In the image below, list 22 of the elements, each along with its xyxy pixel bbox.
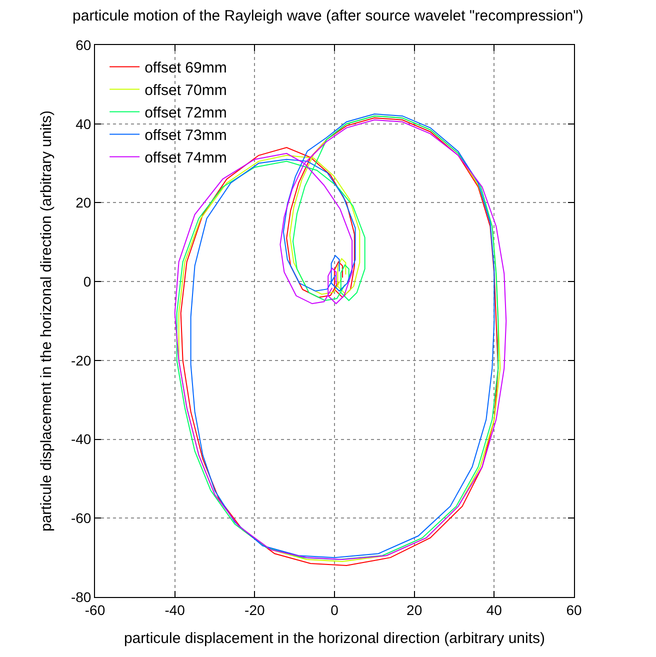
y-tick-label: -80 (70, 588, 92, 605)
x-tick-label: 0 (330, 602, 339, 618)
y-tick-label: 40 (76, 116, 92, 132)
x-axis-title: particule displacement in the horizonal direction (arbitrary units) (124, 630, 546, 647)
y-tick-label: -60 (70, 510, 92, 526)
x-tick-label: 40 (486, 602, 502, 618)
y-tick-label: -40 (70, 431, 92, 448)
legend-label: offset 73mm (144, 127, 227, 144)
y-tick-label: 60 (76, 36, 92, 53)
legend-label: offset 69mm (144, 60, 227, 77)
y-tick-label: 20 (76, 194, 92, 211)
y-tick-label: 0 (83, 273, 92, 290)
legend-label: offset 70mm (144, 82, 227, 100)
chart-title: particule motion of the Rayleigh wave (after source wavelet "recompression") (72, 7, 584, 24)
x-tick-label: 60 (566, 602, 582, 618)
legend-label: offset 74mm (144, 150, 227, 167)
x-tick-label: 20 (406, 602, 422, 618)
x-tick-label: -40 (164, 602, 186, 618)
legend-label: offset 72mm (144, 104, 227, 122)
y-tick-label: -20 (70, 352, 92, 368)
y-axis-title: particule displacement in the horizonal direction (arbitrary units) (38, 110, 56, 532)
x-tick-label: -20 (244, 602, 265, 618)
